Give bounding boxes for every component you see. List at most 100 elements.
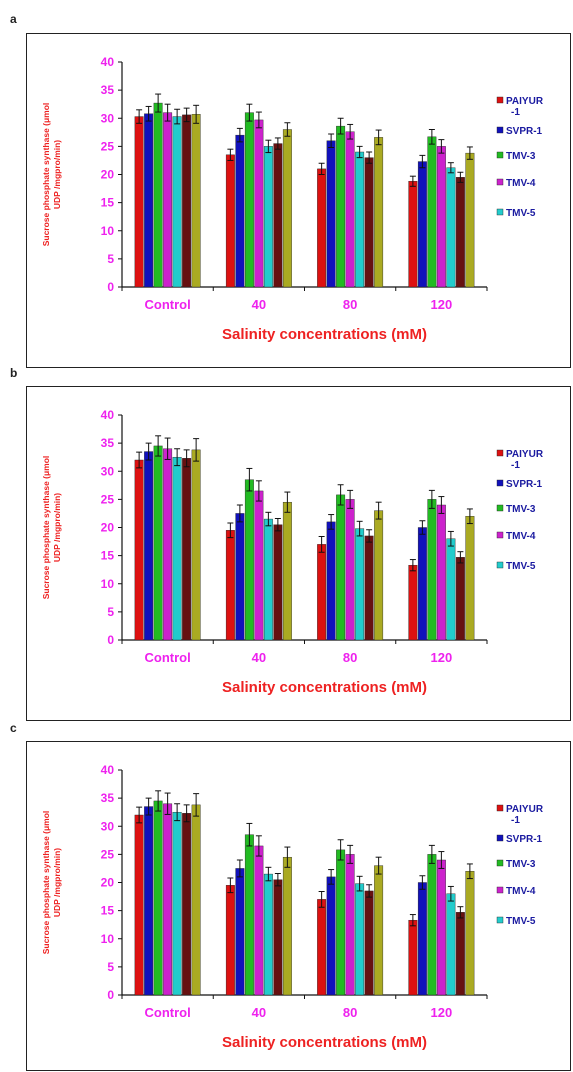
y-tick-label: 5 <box>107 960 114 974</box>
y-tick-label: 25 <box>101 139 115 153</box>
legend-swatch <box>496 561 504 569</box>
bar <box>225 154 235 288</box>
y-tick-label: 35 <box>101 436 115 450</box>
bar <box>336 125 346 288</box>
y-tick-label: 25 <box>101 492 115 506</box>
bar <box>408 919 418 996</box>
bar <box>182 458 192 641</box>
y-tick-label: 10 <box>101 932 115 946</box>
legend-swatch <box>496 178 504 186</box>
legend-label: SVPR-1 <box>506 834 543 845</box>
bar <box>408 564 418 641</box>
bar <box>417 882 427 996</box>
bar <box>465 152 475 288</box>
bar <box>455 557 465 641</box>
bar <box>191 449 201 641</box>
bar <box>345 499 355 641</box>
bar <box>172 811 182 996</box>
bar <box>446 538 456 641</box>
bar <box>273 879 283 996</box>
y-axis-title: Sucrose phosphate synthase (μmol <box>41 456 51 600</box>
y-tick-label: 15 <box>101 196 115 210</box>
x-axis-title: Salinity concentrations (mM) <box>222 326 427 343</box>
bar <box>317 899 327 996</box>
legend-swatch <box>496 834 504 842</box>
legend-label: TMV-3 <box>506 504 536 515</box>
legend-label: TMV-4 <box>506 886 536 897</box>
legend-swatch <box>496 531 504 539</box>
bar <box>336 849 346 996</box>
x-tick-label: 120 <box>431 650 453 665</box>
y-tick-label: 20 <box>101 168 115 182</box>
legend-label: SVPR-1 <box>506 126 543 137</box>
y-tick-label: 25 <box>101 847 115 861</box>
bar <box>144 113 154 288</box>
legend-label: -1 <box>511 815 520 826</box>
legend-label: TMV-5 <box>506 561 536 572</box>
y-tick-label: 15 <box>101 904 115 918</box>
legend-swatch <box>496 126 504 134</box>
bar <box>144 451 154 641</box>
bar <box>282 501 292 641</box>
chart-panel-c: 0 5 10 15 20 25 30 35 40 Control 40 80 120 Salinity c… <box>26 741 571 1071</box>
y-tick-label: 40 <box>101 55 115 69</box>
y-tick-label: 0 <box>107 633 114 647</box>
y-tick-label: 0 <box>107 280 114 294</box>
legend-swatch <box>496 504 504 512</box>
bar <box>326 140 336 288</box>
y-tick-label: 10 <box>101 224 115 238</box>
legend-swatch <box>496 208 504 216</box>
legend-label: -1 <box>511 107 520 118</box>
chart-panel-a: 0 5 10 15 20 25 30 35 40 Control 40 80 120 Salinity c… <box>26 33 571 368</box>
bar <box>225 530 235 641</box>
bar <box>191 114 201 288</box>
x-tick-label: 80 <box>343 650 357 665</box>
bar <box>254 845 264 996</box>
bar <box>465 516 475 641</box>
bar <box>182 114 192 288</box>
bar <box>317 544 327 641</box>
legend-label: TMV-3 <box>506 859 536 870</box>
bar <box>427 499 437 641</box>
x-tick-label: 40 <box>252 650 266 665</box>
y-tick-label: 5 <box>107 605 114 619</box>
bar <box>446 893 456 996</box>
legend-swatch <box>496 804 504 812</box>
bar <box>235 513 245 641</box>
bar <box>134 459 144 641</box>
y-tick-label: 40 <box>101 763 115 777</box>
x-tick-label: 120 <box>431 297 453 312</box>
x-tick-label: 120 <box>431 1005 453 1020</box>
bar <box>163 448 173 641</box>
bar <box>273 524 283 641</box>
legend-label: TMV-4 <box>506 531 536 542</box>
bar <box>427 136 437 288</box>
legend-swatch <box>496 96 504 104</box>
y-tick-label: 10 <box>101 577 115 591</box>
x-tick-label: 40 <box>252 1005 266 1020</box>
legend-label: TMV-4 <box>506 178 536 189</box>
y-tick-label: 30 <box>101 111 115 125</box>
bar <box>364 535 374 641</box>
legend-swatch <box>496 479 504 487</box>
bar <box>225 885 235 996</box>
bar <box>172 456 182 641</box>
bar <box>235 134 245 288</box>
bar <box>355 151 365 288</box>
y-axis-title-line2: UDP /mgpro/min) <box>52 493 62 562</box>
bar <box>163 112 173 288</box>
bar <box>144 806 154 996</box>
legend-label: PAIYUR <box>506 449 544 460</box>
legend-swatch <box>496 886 504 894</box>
legend-swatch <box>496 859 504 867</box>
x-tick-label: Control <box>145 650 191 665</box>
y-tick-label: 40 <box>101 408 115 422</box>
bar <box>263 146 273 288</box>
bar <box>355 528 365 641</box>
y-tick-label: 5 <box>107 252 114 266</box>
y-tick-label: 35 <box>101 83 115 97</box>
bar <box>408 181 418 288</box>
bar <box>436 859 446 996</box>
bar <box>326 876 336 996</box>
bar <box>191 804 201 996</box>
